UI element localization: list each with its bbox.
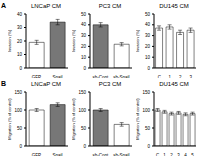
html-text:PC3 CM: PC3 CM (98, 81, 122, 87)
svg-text:0: 0 (19, 144, 22, 149)
svg-text:0: 0 (83, 66, 86, 71)
svg-text:30: 30 (81, 33, 87, 38)
svg-text:100: 100 (14, 108, 22, 113)
svg-text:100: 100 (142, 108, 150, 113)
html-text:DU145 CM: DU145 CM (159, 3, 189, 9)
svg-text:sh-Cont: sh-Cont (93, 153, 110, 156)
svg-text:3: 3 (177, 153, 180, 156)
svg-text:0: 0 (147, 66, 150, 71)
svg-text:2: 2 (170, 153, 173, 156)
html-text:B: B (1, 80, 7, 87)
svg-text:sh-Snail: sh-Snail (113, 75, 129, 78)
svg-text:2: 2 (179, 75, 182, 78)
svg-text:SnailGFP: SnailGFP (52, 153, 62, 156)
svg-text:GFP: GFP (32, 75, 41, 78)
svg-text:GFP: GFP (32, 153, 41, 156)
svg-text:Migration (% of control): Migration (% of control) (136, 98, 140, 140)
svg-text:50: 50 (145, 12, 151, 17)
svg-text:sh-Cont: sh-Cont (93, 75, 110, 78)
svg-text:Invasion (%): Invasion (%) (72, 29, 76, 52)
svg-text:100: 100 (78, 108, 86, 113)
svg-text:40: 40 (17, 12, 23, 17)
html-text:A: A (1, 2, 7, 9)
svg-text:C: C (158, 75, 162, 78)
svg-text:C: C (156, 153, 160, 156)
svg-text:30: 30 (17, 25, 23, 30)
svg-text:Migration (% of control): Migration (% of control) (8, 98, 12, 140)
html-text:PC3 CM: PC3 CM (98, 3, 122, 9)
svg-text:40: 40 (81, 22, 87, 27)
svg-text:10: 10 (17, 52, 23, 57)
svg-text:40: 40 (145, 22, 151, 27)
svg-text:0: 0 (19, 66, 22, 71)
html-text:LNCaP CM: LNCaP CM (30, 81, 62, 87)
svg-text:20: 20 (145, 44, 151, 49)
svg-text:Invasion (%): Invasion (%) (8, 29, 12, 52)
svg-text:50: 50 (81, 12, 87, 17)
svg-text:150: 150 (142, 90, 150, 95)
svg-text:20: 20 (17, 39, 23, 44)
svg-text:10: 10 (81, 55, 87, 60)
svg-text:SnailGFP: SnailGFP (52, 75, 62, 78)
svg-text:150: 150 (14, 90, 22, 95)
svg-text:50: 50 (145, 126, 151, 131)
svg-text:0: 0 (147, 144, 150, 149)
svg-text:20: 20 (81, 44, 87, 49)
svg-text:1: 1 (168, 75, 171, 78)
svg-text:1: 1 (163, 153, 166, 156)
html-text:LNCaP CM: LNCaP CM (30, 3, 62, 9)
svg-text:10: 10 (145, 55, 151, 60)
svg-text:Migration (% of control): Migration (% of control) (72, 98, 76, 140)
svg-text:50: 50 (81, 126, 87, 131)
svg-text:0: 0 (83, 144, 86, 149)
svg-text:Invasion (%): Invasion (%) (136, 29, 140, 52)
svg-text:sh-Snail: sh-Snail (113, 153, 129, 156)
svg-text:3: 3 (189, 75, 192, 78)
svg-text:30: 30 (145, 33, 151, 38)
svg-text:5: 5 (191, 153, 192, 156)
svg-text:50: 50 (17, 126, 23, 131)
svg-text:150: 150 (78, 90, 86, 95)
html-text:DU145 CM: DU145 CM (159, 81, 189, 87)
svg-text:4: 4 (184, 153, 187, 156)
